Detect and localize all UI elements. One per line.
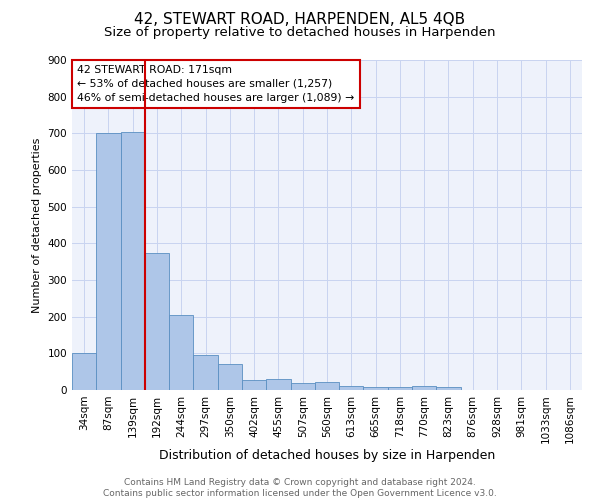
Bar	[121, 132, 145, 390]
X-axis label: Distribution of detached houses by size in Harpenden: Distribution of detached houses by size …	[159, 449, 495, 462]
Bar	[169, 315, 193, 390]
Bar	[436, 388, 461, 390]
Text: Contains HM Land Registry data © Crown copyright and database right 2024.
Contai: Contains HM Land Registry data © Crown c…	[103, 478, 497, 498]
Bar	[218, 364, 242, 390]
Bar	[339, 386, 364, 390]
Bar	[388, 388, 412, 390]
Bar	[412, 386, 436, 390]
Text: Size of property relative to detached houses in Harpenden: Size of property relative to detached ho…	[104, 26, 496, 39]
Bar	[315, 382, 339, 390]
Bar	[145, 252, 169, 390]
Text: 42, STEWART ROAD, HARPENDEN, AL5 4QB: 42, STEWART ROAD, HARPENDEN, AL5 4QB	[134, 12, 466, 28]
Bar	[266, 379, 290, 390]
Bar	[193, 355, 218, 390]
Y-axis label: Number of detached properties: Number of detached properties	[32, 138, 42, 312]
Bar	[72, 354, 96, 390]
Bar	[364, 388, 388, 390]
Bar	[290, 382, 315, 390]
Bar	[242, 380, 266, 390]
Bar	[96, 134, 121, 390]
Text: 42 STEWART ROAD: 171sqm
← 53% of detached houses are smaller (1,257)
46% of semi: 42 STEWART ROAD: 171sqm ← 53% of detache…	[77, 65, 355, 103]
